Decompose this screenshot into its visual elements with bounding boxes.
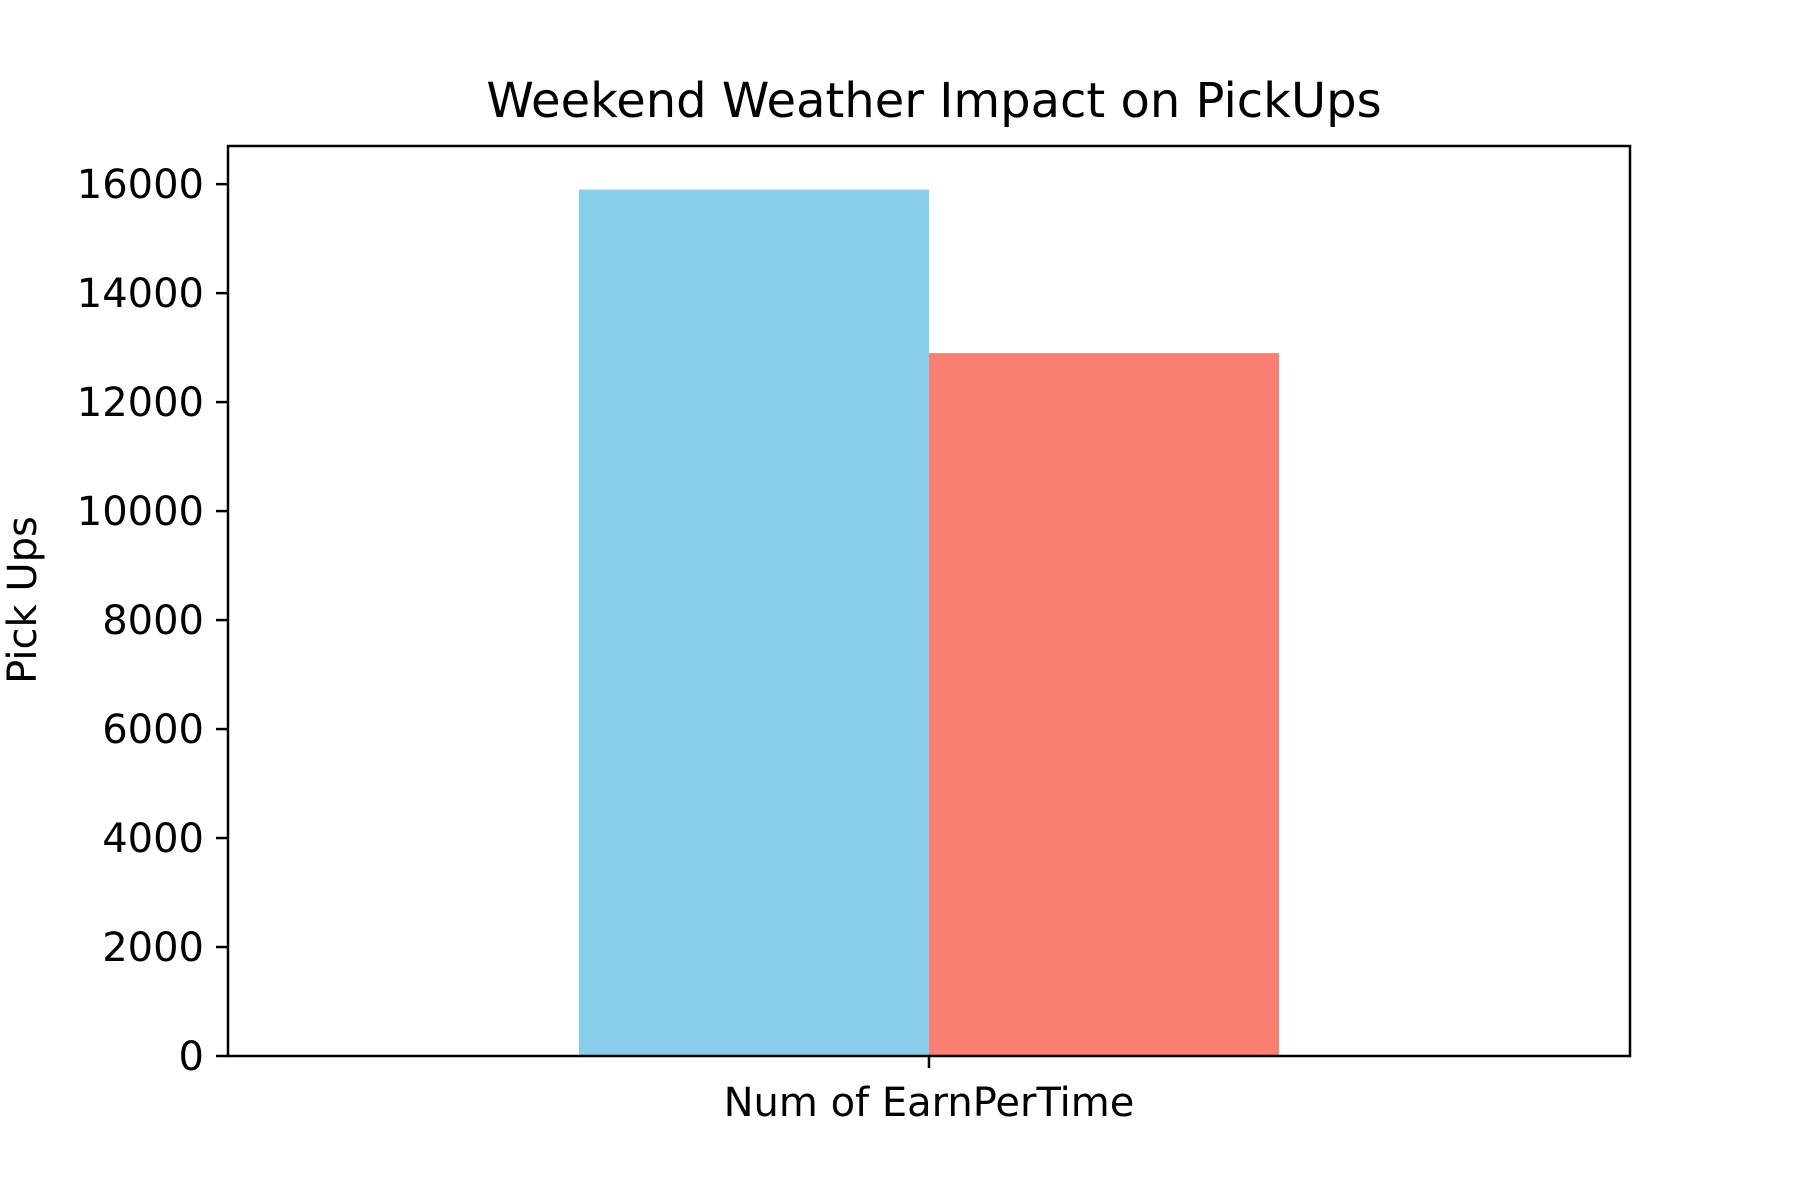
y-tick-label: 10000 bbox=[77, 489, 204, 535]
y-axis-ticks: 0 2000 4000 6000 8000 10000 12000 14000 16000 bbox=[77, 162, 228, 1080]
y-tick-label: 4000 bbox=[102, 816, 204, 862]
y-axis-label: Pick Ups bbox=[0, 516, 46, 684]
x-axis-ticks: Num of EarnPerTime bbox=[724, 1056, 1135, 1126]
y-tick-label: 14000 bbox=[77, 271, 204, 317]
bars-group bbox=[579, 189, 1279, 1056]
y-tick-label: 16000 bbox=[77, 162, 204, 208]
y-tick-label: 2000 bbox=[102, 925, 204, 971]
bar-0-series-1 bbox=[929, 353, 1279, 1056]
y-tick-label: 6000 bbox=[102, 707, 204, 753]
x-tick-label: Num of EarnPerTime bbox=[724, 1080, 1135, 1126]
y-tick-label: 12000 bbox=[77, 380, 204, 426]
bar-0-series-0 bbox=[579, 189, 929, 1056]
chart-title: Weekend Weather Impact on PickUps bbox=[486, 73, 1381, 129]
plot-area-frame bbox=[226, 144, 1632, 1058]
y-tick-label: 0 bbox=[179, 1034, 204, 1080]
y-tick-label: 8000 bbox=[102, 598, 204, 644]
